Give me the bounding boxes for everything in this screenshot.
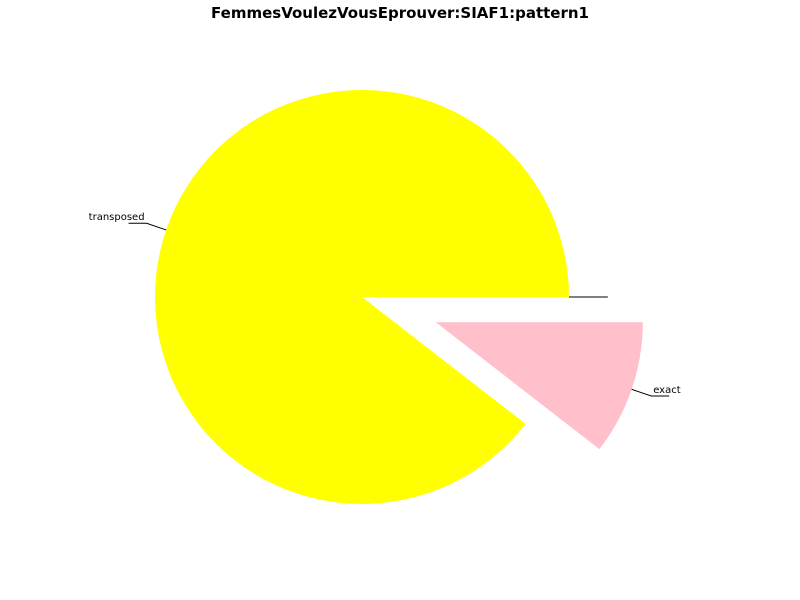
leader-line <box>128 222 167 231</box>
pie-label-group-1: exact <box>631 385 681 397</box>
pie-label-group-0: transposed <box>89 212 167 231</box>
pie-slice-transposed <box>155 89 569 504</box>
slice-label: exact <box>653 385 681 396</box>
pie-labels: transposed exact <box>89 212 681 397</box>
chart-title: FemmesVoulezVousEprouver:SIAF1:pattern1 <box>211 4 589 22</box>
pie-slices <box>155 89 643 504</box>
pie-slice-exact <box>435 322 643 450</box>
slice-label: transposed <box>89 212 145 223</box>
leader-line <box>631 388 670 397</box>
